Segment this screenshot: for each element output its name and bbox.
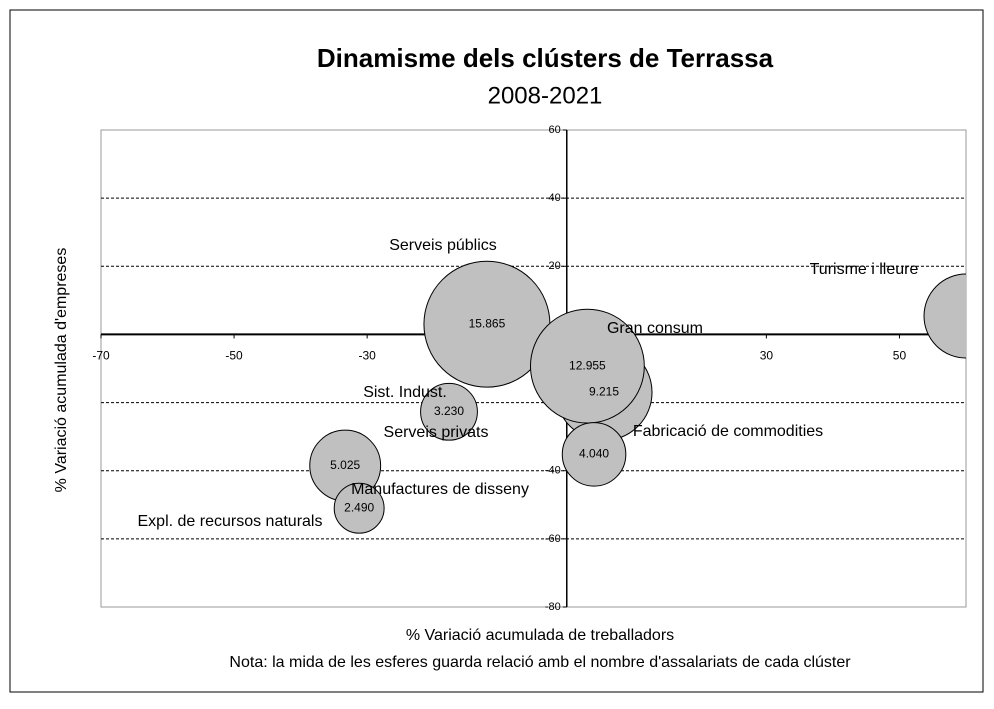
bubble <box>561 422 627 487</box>
note: Nota: la mida de les esferes guarda rela… <box>229 654 851 671</box>
bubble <box>420 382 478 441</box>
y-tick-label: -60 <box>545 533 561 545</box>
point-label: Fabricació de commodities <box>633 423 823 440</box>
data-label: 9.215 <box>589 385 619 399</box>
x-axis-label: % Variació acumulada de treballadors <box>406 627 674 644</box>
y-tick-label: 20 <box>549 260 561 272</box>
plot-area <box>100 129 967 608</box>
y-tick-label: -80 <box>545 601 561 613</box>
data-label: 15.865 <box>469 316 506 330</box>
point-label: Sist. Indust. <box>363 384 447 401</box>
point-label: Serveis públics <box>389 237 497 254</box>
y-tick-label: 40 <box>549 192 561 204</box>
point-label: Turisme i lleure <box>810 261 919 278</box>
point-label: Expl. de recursos naturals <box>138 513 323 530</box>
point-label: Gran consum <box>607 320 703 337</box>
x-tick-label: 50 <box>893 349 907 363</box>
y-tick-label: 60 <box>549 124 561 136</box>
point-label: Serveis privats <box>384 424 489 441</box>
chart-title: Dinamisme dels clústers de Terrassa <box>317 43 774 73</box>
data-label: 3.230 <box>434 404 464 418</box>
chart-subtitle: 2008-2021 <box>488 82 603 109</box>
x-tick-label: -50 <box>225 349 243 363</box>
x-tick-label: 30 <box>760 349 774 363</box>
x-tick-label: -30 <box>358 349 376 363</box>
data-label: 4.040 <box>579 447 609 461</box>
bubble <box>333 482 385 534</box>
point-label: Manufactures de disseny <box>351 481 529 498</box>
bubble <box>923 273 966 359</box>
data-label: 2.490 <box>344 500 374 514</box>
y-axis-label: % Variació acumulada d'empreses <box>53 248 70 493</box>
y-tick-label: -40 <box>545 465 561 477</box>
x-tick-label: -70 <box>92 349 110 363</box>
data-label: 5.025 <box>330 458 360 472</box>
data-label: 12.955 <box>569 358 606 372</box>
